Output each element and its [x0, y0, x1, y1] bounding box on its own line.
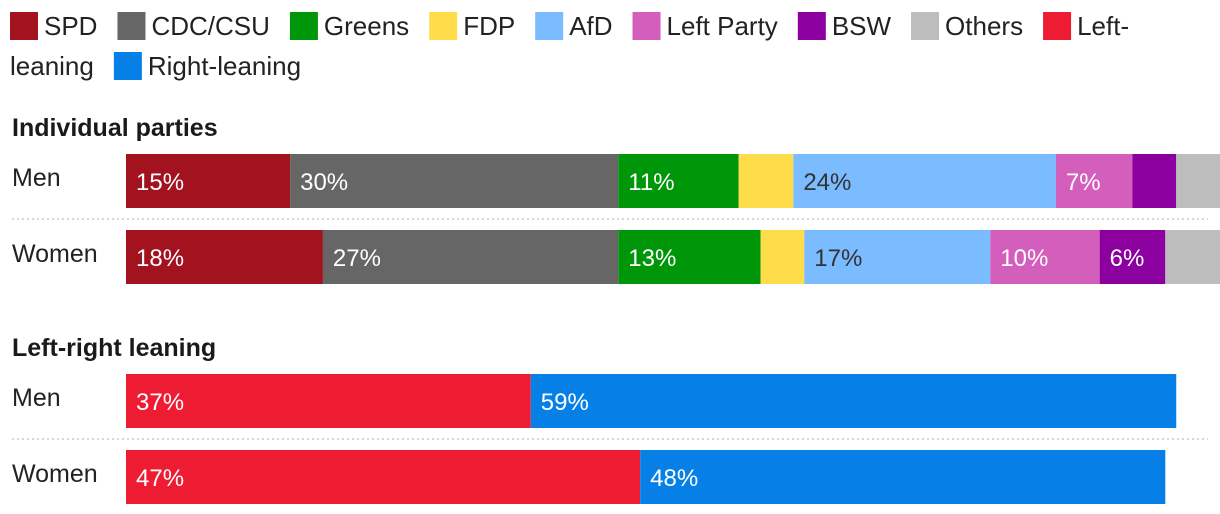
row-label-1-women: Women — [12, 240, 98, 268]
bar-segment-fdp — [760, 230, 805, 284]
legend-swatch-leftlean — [1043, 12, 1072, 40]
data-label-cdu: 27% — [333, 245, 381, 272]
bar-segment-cdu — [290, 154, 619, 208]
legend-swatch-afd — [535, 12, 564, 40]
bar-segment-leftlean — [126, 374, 531, 428]
row-label-2-women: Women — [12, 460, 98, 488]
data-label-leftlean: 47% — [136, 465, 184, 492]
legend-label-spd: SPD — [44, 11, 97, 41]
legend-label-left: Left Party — [667, 11, 778, 41]
legend-swatch-fdp — [429, 12, 458, 40]
bar-segment-fdp — [738, 154, 794, 208]
row-label-2-men: Men — [12, 384, 61, 412]
data-label-rightlean: 48% — [650, 465, 698, 492]
bar-segment-cdu — [322, 230, 619, 284]
bar-segment-spd — [126, 154, 291, 208]
data-label-left: 10% — [1000, 245, 1048, 272]
bar-segment-rightlean — [530, 374, 1177, 428]
legend-label-rightlean: Right-leaning — [148, 51, 301, 81]
bar-segment-greens — [618, 154, 739, 208]
bar-segment-afd — [804, 230, 991, 284]
legend-label-greens: Greens — [324, 11, 409, 41]
data-label-rightlean: 59% — [541, 389, 589, 416]
legend-label-bsw: BSW — [832, 11, 892, 41]
legend-swatch-rightlean — [113, 52, 142, 80]
legend-label-afd: AfD — [569, 11, 612, 41]
bar-segment-left — [990, 230, 1100, 284]
legend-label-fdp: FDP — [463, 11, 515, 41]
data-label-leftlean: 37% — [136, 389, 184, 416]
row-label-1-men: Men — [12, 164, 61, 192]
legend-swatch-spd — [10, 12, 38, 40]
panel-title-1: Individual parties — [12, 114, 218, 142]
data-label-bsw: 6% — [1110, 245, 1145, 272]
data-label-spd: 18% — [136, 245, 184, 272]
legend-swatch-left — [632, 12, 661, 40]
legend-label-others: Others — [945, 11, 1023, 41]
bar-segment-others — [1165, 230, 1220, 284]
bar-segment-afd — [793, 154, 1056, 208]
legend-swatch-greens — [289, 12, 318, 40]
legend-label-cdu: CDC/CSU — [151, 11, 269, 41]
bar-segment-leftlean — [126, 450, 641, 504]
bar-segment-greens — [618, 230, 761, 284]
legend-swatch-cdu — [117, 12, 146, 40]
bar-segment-bsw — [1099, 230, 1166, 284]
data-label-spd: 15% — [136, 169, 184, 196]
data-label-cdu: 30% — [300, 169, 348, 196]
legend-label-leftlean: Left-leaning — [10, 11, 1129, 81]
legend-swatch-others — [911, 12, 940, 40]
data-label-afd: 17% — [814, 245, 862, 272]
panel-title-2: Left-right leaning — [12, 334, 216, 362]
bar-segment-rightlean — [640, 450, 1166, 504]
data-label-greens: 11% — [628, 169, 674, 196]
data-label-greens: 13% — [628, 245, 676, 272]
bar-segment-spd — [126, 230, 323, 284]
data-label-afd: 24% — [803, 169, 851, 196]
bar-segment-left — [1055, 154, 1133, 208]
bar-segment-bsw — [1132, 154, 1177, 208]
legend-swatch-bsw — [797, 12, 826, 40]
bar-segment-others — [1176, 154, 1220, 208]
data-label-left: 7% — [1066, 169, 1101, 196]
